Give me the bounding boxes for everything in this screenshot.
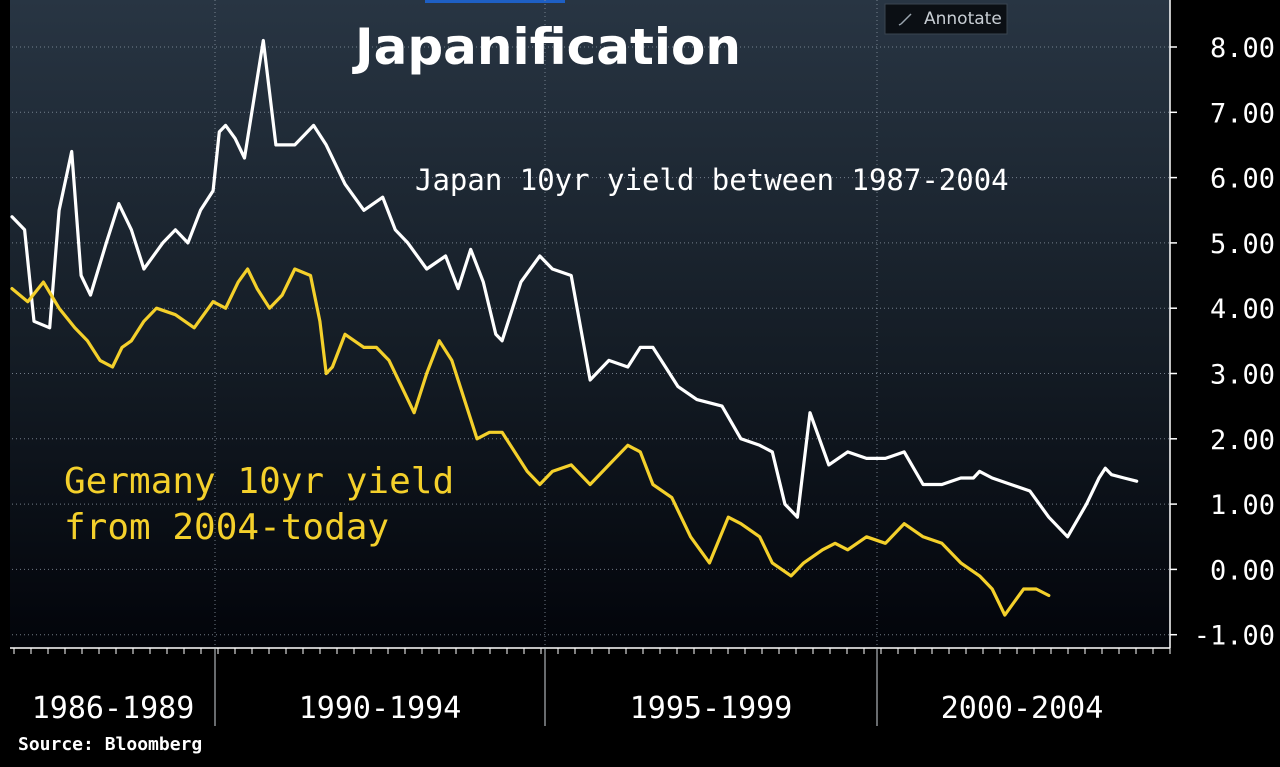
source-label: Source: Bloomberg: [18, 734, 202, 755]
x-axis-categories: 1986-1989 1990-1994 1995-1999 2000-2004: [32, 691, 1104, 726]
y-tick-label: 2.00: [1210, 425, 1275, 456]
y-tick-label: 3.00: [1210, 360, 1275, 391]
x-category-label: 2000-2004: [941, 691, 1104, 726]
germany-annotation-line: Germany 10yr yield: [64, 461, 454, 502]
plot-background: [10, 0, 1170, 648]
gridlines: [12, 0, 1170, 648]
y-tick-label: 5.00: [1210, 229, 1275, 260]
germany-annotation-line: from 2004-today: [64, 507, 389, 548]
germany-annotation: Germany 10yr yield from 2004-today: [64, 461, 454, 548]
pencil-icon: [898, 13, 912, 26]
y-tick-label: -1.00: [1194, 621, 1275, 652]
chart-title: Japanification: [352, 18, 741, 76]
x-category-label: 1986-1989: [32, 691, 195, 726]
y-tick-label: 1.00: [1210, 490, 1275, 521]
y-tick-label: 0.00: [1210, 555, 1275, 586]
series-line-germany: [10, 267, 1051, 617]
annotate-button[interactable]: Annotate: [884, 3, 1008, 35]
x-category-label: 1995-1999: [630, 691, 793, 726]
axis-lines: [10, 0, 1171, 726]
y-tick-label: 4.00: [1210, 294, 1275, 325]
top-tab-marker: [425, 0, 565, 3]
y-tick-label: 6.00: [1210, 164, 1275, 195]
series-line-japan: [10, 38, 1139, 539]
x-category-label: 1990-1994: [299, 691, 462, 726]
y-tick-label: 8.00: [1210, 33, 1275, 64]
japan-annotation: Japan 10yr yield between 1987-2004: [415, 163, 1009, 197]
annotate-label: Annotate: [924, 9, 1002, 29]
series-group: [10, 38, 1139, 617]
y-axis-ticks: 8.00 7.00 6.00 5.00 4.00 3.00 2.00 1.00 0.00 -1.0…: [1170, 33, 1275, 652]
y-tick-label: 7.00: [1210, 98, 1275, 129]
